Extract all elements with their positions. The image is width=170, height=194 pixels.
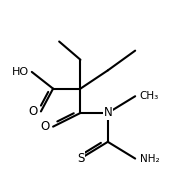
Text: HO: HO: [12, 67, 29, 77]
Text: CH₃: CH₃: [140, 91, 159, 101]
Text: S: S: [77, 152, 84, 165]
Text: O: O: [41, 120, 50, 133]
Text: NH₂: NH₂: [140, 154, 159, 164]
Text: N: N: [103, 107, 112, 120]
Text: O: O: [29, 105, 38, 118]
